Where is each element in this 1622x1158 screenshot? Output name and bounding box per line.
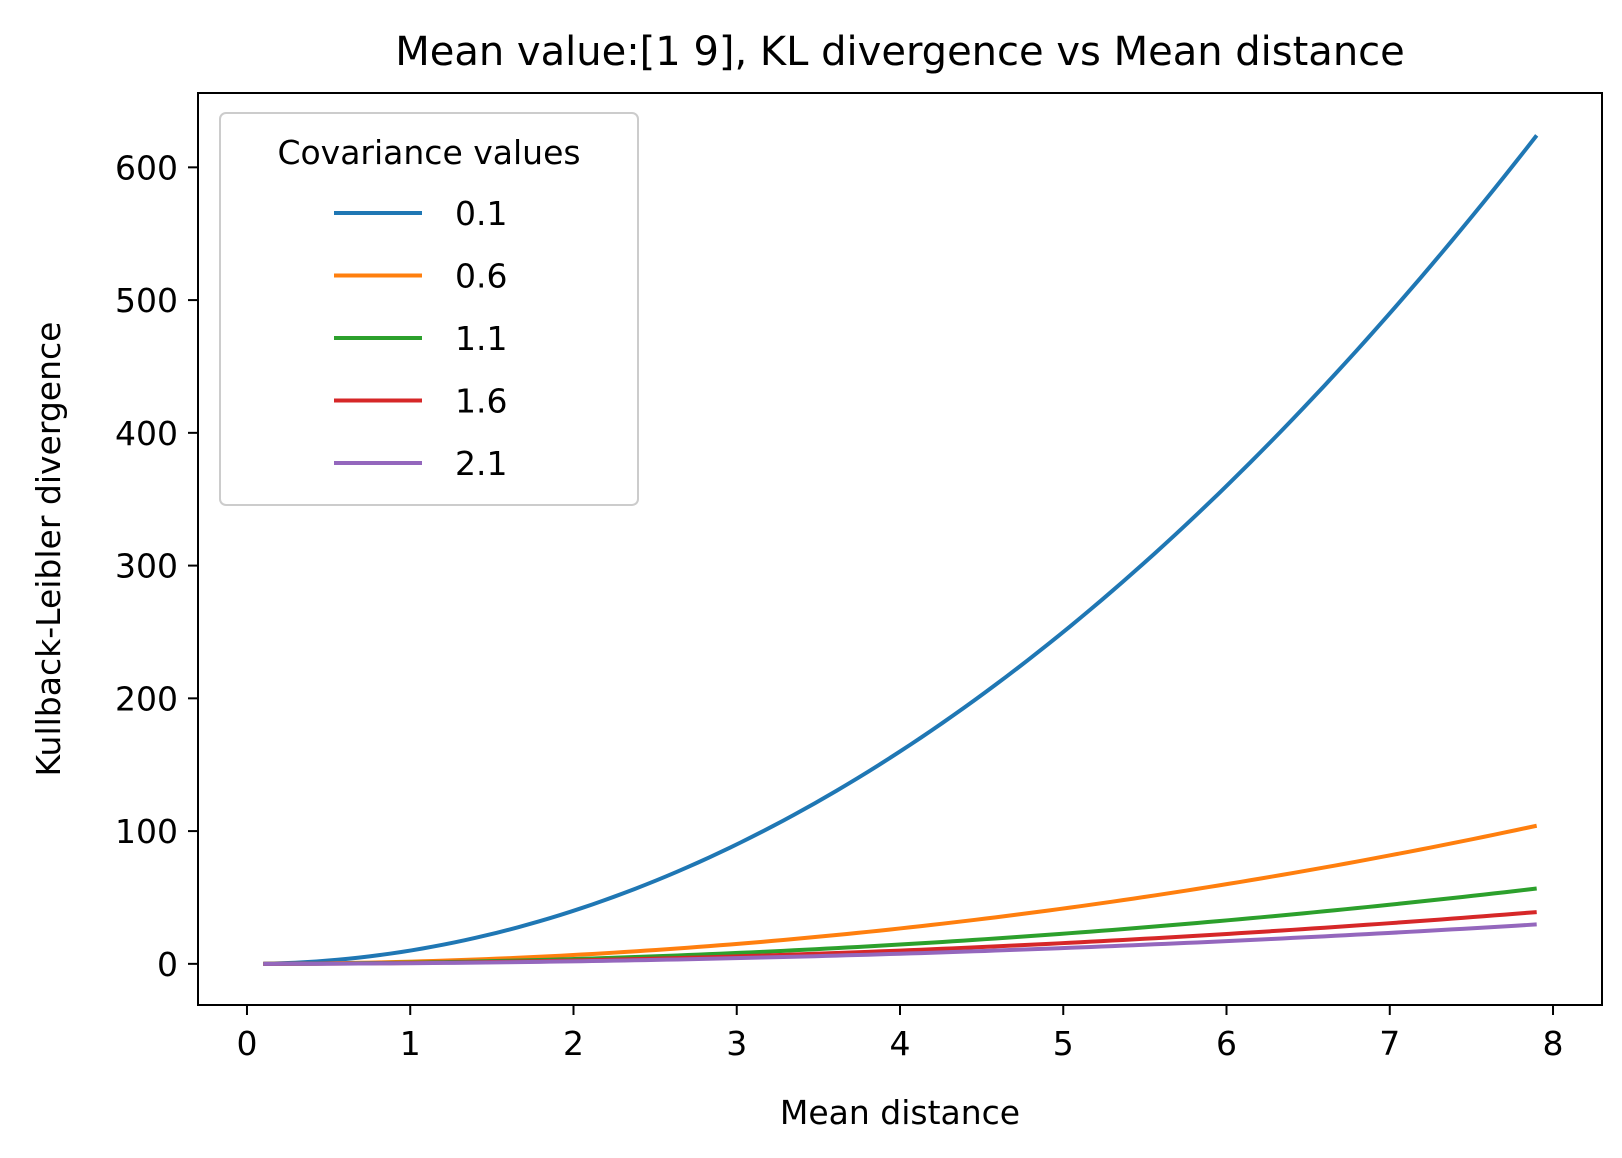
y-tick-label: 300 [115, 547, 178, 586]
x-tick-label: 3 [726, 1024, 747, 1063]
series-line-2.1 [263, 922, 1537, 966]
x-tick-label: 2 [563, 1024, 584, 1063]
y-tick-label: 200 [115, 679, 178, 718]
y-tick-label: 500 [115, 281, 178, 320]
y-axis: 0 100 200 300 400 500 600 [115, 148, 198, 984]
x-tick-label: 4 [890, 1024, 911, 1063]
legend-label: 1.1 [455, 319, 507, 358]
x-tick-label: 7 [1379, 1024, 1400, 1063]
y-tick-label: 600 [115, 148, 178, 187]
series-layer [263, 134, 1539, 966]
y-tick-label: 400 [115, 414, 178, 453]
legend-entries: 0.1 0.6 1.1 1.6 2.1 [334, 194, 507, 483]
y-tick-label: 100 [115, 812, 178, 851]
chart-title: Mean value:[1 9], KL divergence vs Mean … [395, 29, 1405, 75]
legend-label: 1.6 [455, 382, 507, 421]
legend: Covariance values 0.1 0.6 1.1 1.6 2.1 [219, 112, 639, 506]
x-tick-label: 0 [236, 1024, 257, 1063]
legend-label: 0.1 [455, 194, 507, 233]
x-tick-label: 1 [400, 1024, 421, 1063]
y-axis-title: Kullback-Leibler divergence [29, 322, 68, 777]
x-tick-label: 6 [1216, 1024, 1237, 1063]
legend-frame [219, 112, 639, 506]
legend-title: Covariance values [277, 133, 580, 172]
series-line-0.1 [263, 134, 1539, 966]
x-tick-label: 8 [1543, 1024, 1564, 1063]
x-axis-title: Mean distance [780, 1093, 1020, 1132]
legend-label: 2.1 [455, 444, 507, 483]
y-tick-label: 0 [157, 945, 178, 984]
x-tick-label: 5 [1053, 1024, 1074, 1063]
x-axis: 0 1 2 3 4 5 6 7 8 [236, 1005, 1564, 1063]
legend-label: 0.6 [455, 257, 507, 296]
